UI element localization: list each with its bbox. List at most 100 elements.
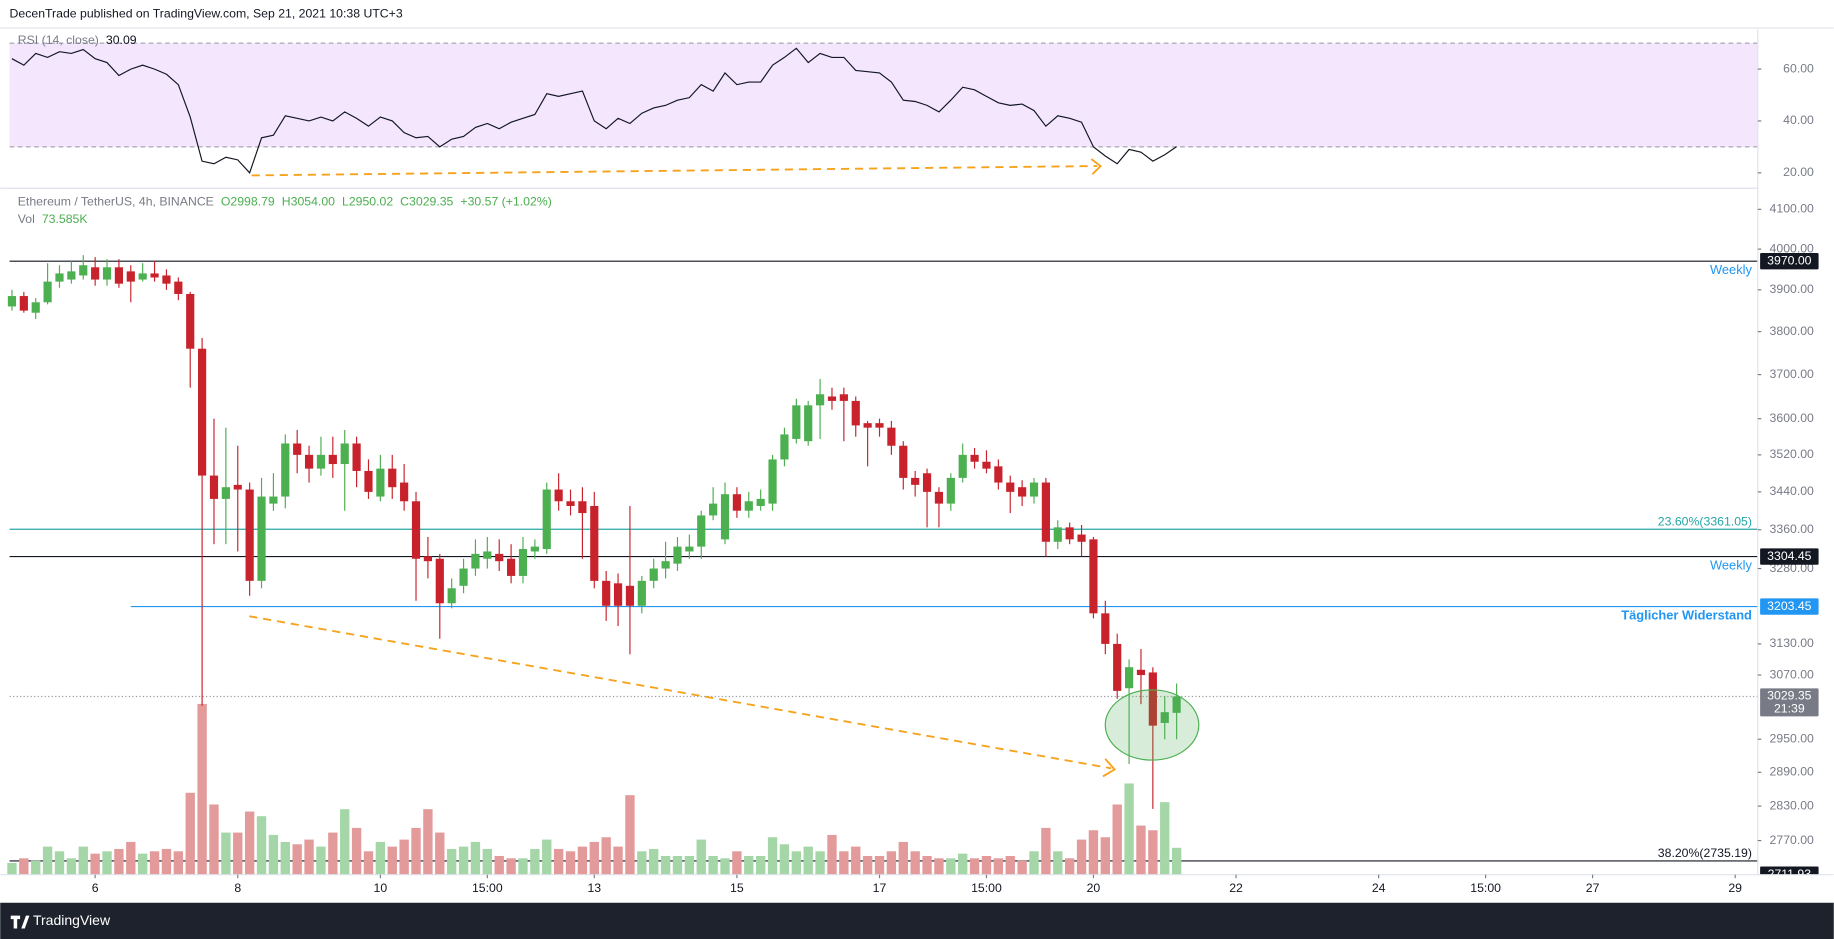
candle-body bbox=[67, 271, 76, 280]
candle-body bbox=[697, 515, 706, 547]
ohlc-field: L2950.02 bbox=[342, 195, 393, 209]
candle-body bbox=[162, 275, 171, 284]
volume-bar bbox=[351, 827, 362, 875]
candle-body bbox=[102, 267, 112, 280]
candle-body bbox=[174, 281, 183, 294]
price-tag-label: 3029.35 bbox=[1767, 689, 1812, 703]
volume-bar bbox=[791, 851, 801, 875]
volume-bar bbox=[304, 839, 314, 875]
highlight-ellipse bbox=[1104, 689, 1200, 761]
candle-body bbox=[590, 505, 599, 581]
volume-bar bbox=[565, 851, 576, 875]
header-bar bbox=[0, 0, 1834, 29]
candle-body bbox=[922, 473, 932, 492]
volume-bar bbox=[161, 848, 172, 875]
volume-bar bbox=[613, 846, 623, 875]
volume-bar bbox=[886, 851, 897, 875]
level-name: Weekly bbox=[1710, 557, 1752, 572]
candle-body bbox=[958, 454, 967, 478]
candle-body bbox=[970, 454, 979, 462]
ohlc-field: O2998.79 bbox=[221, 195, 275, 209]
candle-body bbox=[7, 296, 17, 307]
volume-bar bbox=[993, 858, 1004, 875]
volume-bar bbox=[1005, 855, 1015, 875]
candle-body bbox=[221, 487, 230, 499]
time-tick-label: 15 bbox=[730, 881, 744, 895]
candle-body bbox=[780, 434, 789, 460]
volume-bar bbox=[138, 853, 148, 875]
volume-bar bbox=[54, 851, 65, 875]
price-tick-label: 3700.00 bbox=[1770, 367, 1815, 381]
rsi-last-value: 30.09 bbox=[106, 33, 137, 47]
price-tag bbox=[1760, 253, 1819, 270]
candle-body bbox=[483, 551, 492, 559]
volume-bar bbox=[256, 816, 267, 875]
candle-body bbox=[1160, 712, 1169, 723]
symbol-name: Ethereum / TetherUS, 4h, BINANCE bbox=[18, 195, 214, 209]
logo bbox=[10, 915, 30, 929]
price-axis-background bbox=[1757, 29, 1834, 903]
volume-bar bbox=[78, 846, 88, 875]
volume-bar bbox=[815, 851, 825, 875]
price-tick-label: 3360.00 bbox=[1770, 522, 1815, 536]
candle-body bbox=[423, 556, 432, 562]
ohlc-field: C3029.35 bbox=[400, 195, 453, 209]
publisher-line: DecenTrade published on TradingView.com,… bbox=[10, 6, 403, 20]
candle-body bbox=[1065, 527, 1074, 540]
candle-body bbox=[293, 443, 302, 455]
time-tick-label: 10 bbox=[374, 881, 388, 895]
candle-body bbox=[625, 585, 635, 606]
footer-brand: TradingView bbox=[33, 912, 111, 928]
candle-body bbox=[827, 396, 837, 401]
ohlc-field: H3054.00 bbox=[282, 195, 335, 209]
volume-bar bbox=[922, 855, 932, 875]
candle-body bbox=[471, 553, 480, 569]
volume-bar bbox=[637, 851, 647, 875]
symbol-legend: Ethereum / TetherUS, 4h, BINANCE O2998.79… bbox=[18, 195, 552, 209]
volume-bar bbox=[185, 792, 195, 875]
candle-body bbox=[685, 546, 694, 552]
volume-bar bbox=[660, 855, 671, 875]
volume-bar bbox=[233, 832, 243, 875]
volume-bar bbox=[482, 848, 493, 875]
volume-bar bbox=[767, 837, 778, 875]
candle-body bbox=[233, 484, 242, 490]
candle-body bbox=[1018, 487, 1027, 497]
arrow-head bbox=[1102, 758, 1117, 778]
volume-bar bbox=[649, 848, 659, 875]
volume-bar bbox=[1029, 851, 1039, 875]
volume-bar bbox=[1148, 830, 1158, 875]
volume-bar bbox=[387, 846, 397, 875]
volume-bar bbox=[1112, 804, 1122, 875]
volume-bar bbox=[755, 855, 766, 875]
volume-bar bbox=[458, 846, 469, 875]
volume-legend: Vol 73.585K bbox=[18, 212, 89, 226]
volume-bar bbox=[1017, 860, 1027, 875]
candle-body bbox=[566, 501, 575, 506]
volume-bar bbox=[958, 853, 968, 875]
level-name: Weekly bbox=[1710, 262, 1752, 277]
candle-body bbox=[198, 348, 207, 476]
ohlc-values: O2998.79 H3054.00 L2950.02 C3029.35 +30.57 (… bbox=[221, 195, 552, 209]
candle-body bbox=[804, 405, 813, 442]
rsi-band bbox=[9, 43, 1758, 147]
candle-body bbox=[1053, 527, 1062, 542]
volume-bar bbox=[292, 844, 302, 875]
volume-bar bbox=[19, 858, 29, 875]
candle-body bbox=[887, 427, 896, 446]
volume-bar bbox=[221, 832, 231, 875]
candle-body bbox=[768, 459, 777, 504]
volume-bar bbox=[732, 851, 742, 875]
time-tick-label: 22 bbox=[1229, 881, 1243, 895]
time-tick-label: 8 bbox=[234, 881, 241, 895]
volume-name: Vol bbox=[18, 212, 35, 226]
volume-bar bbox=[268, 834, 279, 875]
volume-bar bbox=[625, 795, 635, 875]
time-tick-label: 24 bbox=[1372, 881, 1386, 895]
price-tick-label: 3440.00 bbox=[1770, 484, 1815, 498]
candle-body bbox=[1113, 643, 1122, 691]
volume-bar bbox=[898, 841, 908, 875]
price-tick-label: 2890.00 bbox=[1770, 765, 1815, 779]
volume-bar bbox=[506, 858, 516, 875]
